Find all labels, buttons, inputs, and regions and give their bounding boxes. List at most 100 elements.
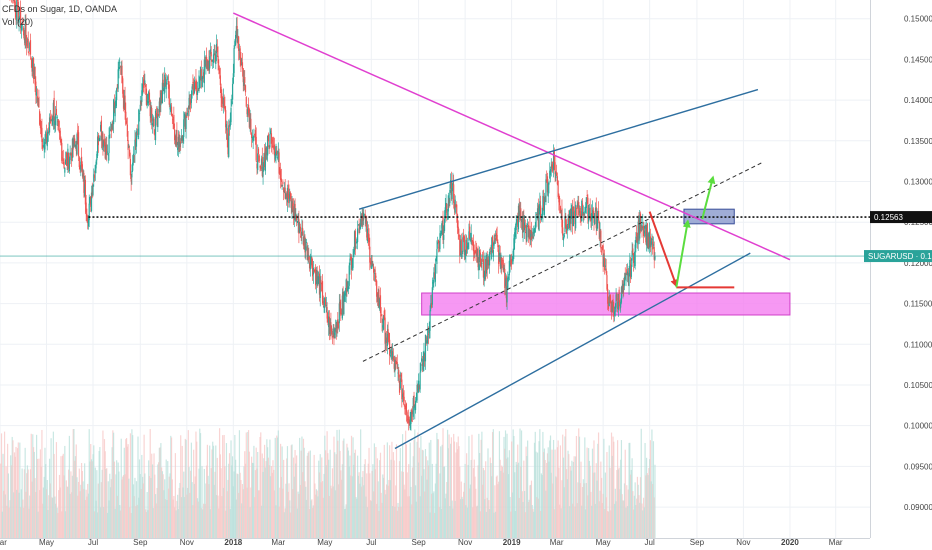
candle-body (523, 222, 526, 231)
volume-bar (228, 463, 230, 538)
volume-bar (398, 461, 401, 538)
volume-bar (17, 442, 19, 538)
volume-bar (270, 476, 272, 538)
candle-body (250, 118, 252, 134)
volume-bar (216, 457, 218, 538)
candle-body (459, 239, 461, 256)
volume-bar (47, 509, 49, 538)
candle-body (408, 419, 411, 426)
volume-bar (46, 480, 48, 538)
volume-bar (77, 495, 79, 538)
volume-bar (445, 493, 447, 538)
volume-bar (552, 439, 555, 538)
volume-bar (71, 492, 73, 538)
candle-body (491, 236, 494, 253)
volume-bar (275, 505, 277, 538)
candle-body (419, 372, 421, 390)
volume-bar (299, 437, 301, 538)
volume-bar (597, 432, 600, 538)
candle-body (321, 281, 324, 304)
volume-bar (263, 444, 266, 538)
volume-bar (247, 430, 250, 538)
candle-body (638, 219, 640, 235)
candle-body (633, 253, 635, 264)
volume-bar (16, 448, 19, 538)
mid-channel-dashed-line (362, 162, 762, 362)
volume-bar (510, 511, 512, 538)
candle-body (263, 152, 266, 168)
candle-body (284, 187, 286, 199)
volume-bar (479, 452, 481, 538)
candle-body (497, 242, 499, 248)
volume-bar (92, 454, 94, 538)
candle-body (305, 246, 307, 252)
candle-body (183, 113, 186, 120)
candle-body (153, 118, 155, 127)
candle-body (186, 112, 189, 115)
candle-body (118, 66, 120, 71)
volume-bar (96, 470, 98, 538)
candle-body (415, 399, 417, 401)
candle-body (617, 301, 619, 310)
volume-bar (23, 507, 25, 538)
candle-body (465, 239, 467, 255)
y-tick-label: 0.13500 (904, 137, 932, 146)
volume-bar (408, 496, 411, 538)
candle-body (321, 283, 323, 285)
candle-body (77, 130, 79, 137)
candle-body (15, 9, 17, 18)
candle-body (548, 181, 550, 185)
candle-body (68, 152, 70, 169)
volume-bar (252, 463, 254, 538)
volume-bar (26, 473, 28, 538)
volume-bar (553, 509, 555, 538)
symbol-price-tag-bg (864, 250, 932, 263)
candle-body (180, 136, 183, 141)
candle-body (426, 340, 428, 344)
volume-bar (118, 471, 120, 538)
volume-bar (58, 474, 61, 538)
candle-body (225, 110, 227, 128)
volume-bar (199, 433, 202, 538)
volume-bar (443, 466, 446, 538)
candle-body (545, 179, 547, 203)
candle-body (556, 176, 558, 185)
volume-bar (24, 447, 26, 538)
candle-body (434, 272, 436, 278)
volume-bar (540, 473, 542, 538)
candle-body (35, 92, 38, 96)
candle-body (447, 195, 449, 212)
candle-body (273, 145, 275, 147)
candle-body (394, 359, 396, 372)
volume-bar (556, 477, 558, 538)
volume-bar (79, 491, 81, 538)
candle-body (344, 292, 346, 296)
volume-bar (26, 465, 29, 538)
volume-bar (187, 430, 189, 538)
volume-bar (344, 509, 346, 538)
volume-bar (42, 487, 45, 538)
volume-bar (129, 433, 131, 538)
volume-bar (289, 500, 291, 538)
volume-bar (212, 445, 215, 538)
volume-bar (150, 477, 152, 538)
candle-body (25, 21, 27, 39)
volume-bar (513, 435, 515, 538)
volume-bar (499, 459, 501, 538)
candle-body (516, 218, 518, 224)
candle-body (645, 224, 648, 246)
volume-bar (527, 501, 530, 538)
red-arrow (648, 211, 679, 288)
volume-bar (75, 444, 77, 538)
volume-bar (572, 461, 574, 538)
candle-body (520, 219, 523, 223)
candle-body (463, 236, 465, 255)
volume-bar (52, 431, 54, 538)
candle-body (306, 245, 308, 261)
volume-bar (485, 461, 487, 538)
volume-bar (265, 461, 267, 538)
volume-bar (99, 447, 101, 538)
volume-bar (623, 500, 625, 538)
volume-bar (363, 485, 365, 538)
